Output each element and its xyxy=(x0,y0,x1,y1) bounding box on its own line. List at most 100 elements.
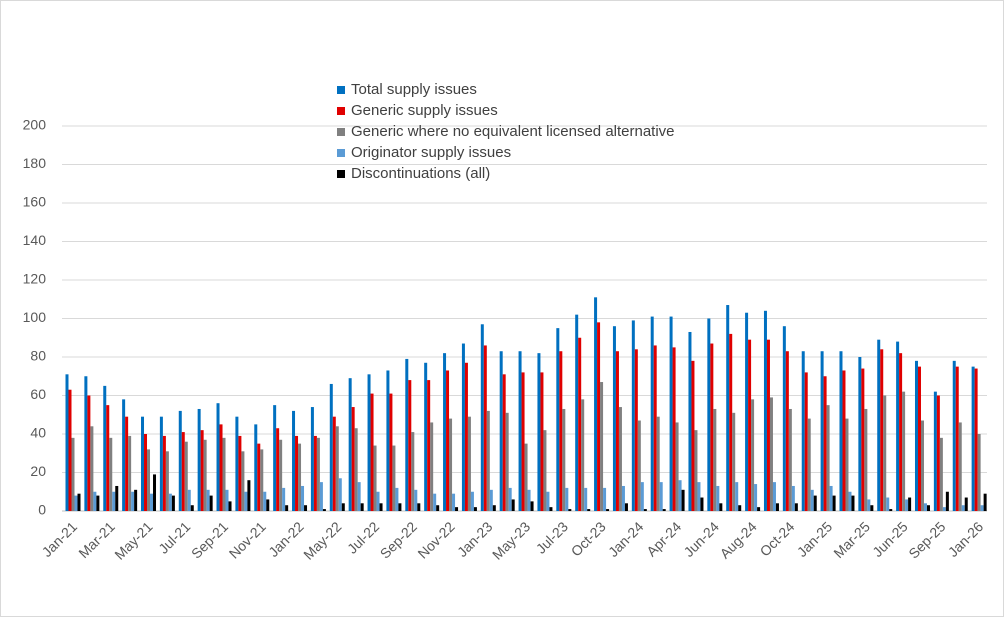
bar xyxy=(112,491,116,511)
bar xyxy=(357,482,361,511)
bar xyxy=(489,489,493,511)
bar xyxy=(732,412,736,511)
bar xyxy=(301,485,305,511)
bar xyxy=(408,380,412,511)
bar xyxy=(263,491,267,511)
bar xyxy=(624,503,628,511)
bar xyxy=(298,443,302,511)
legend-label: Generic supply issues xyxy=(351,102,498,119)
bar xyxy=(556,328,560,511)
bar xyxy=(452,493,456,511)
bar xyxy=(527,489,531,511)
bar xyxy=(373,445,377,511)
bar xyxy=(71,437,75,511)
bar xyxy=(543,430,547,511)
bar xyxy=(131,491,135,511)
bar xyxy=(688,331,692,511)
legend-label: Originator supply issues xyxy=(351,144,511,161)
bar xyxy=(398,503,402,511)
bar xyxy=(565,487,569,511)
bar xyxy=(751,399,755,511)
bar xyxy=(782,326,786,511)
bar xyxy=(470,491,474,511)
bar xyxy=(606,509,610,511)
bar xyxy=(181,432,185,511)
bar xyxy=(958,422,962,511)
bar xyxy=(568,509,572,511)
bar xyxy=(669,316,673,511)
bar xyxy=(640,482,644,511)
bar xyxy=(597,322,601,511)
bar xyxy=(726,305,730,511)
bar xyxy=(505,412,509,511)
bar xyxy=(367,374,371,511)
bar xyxy=(832,495,836,511)
bar xyxy=(920,420,924,511)
bar xyxy=(93,491,97,511)
bar xyxy=(433,493,437,511)
bar xyxy=(65,374,69,511)
bar xyxy=(530,501,534,511)
bar xyxy=(562,408,566,511)
legend-label: Generic where no equivalent licensed alt… xyxy=(351,123,675,140)
bar xyxy=(222,437,226,511)
bar xyxy=(332,416,336,511)
bar xyxy=(165,451,169,511)
bar xyxy=(612,326,616,511)
bar xyxy=(486,410,490,511)
bar xyxy=(414,489,418,511)
bar xyxy=(681,489,685,511)
bar xyxy=(974,368,978,511)
bar xyxy=(122,399,126,511)
y-tick-label: 80 xyxy=(30,348,46,364)
bar xyxy=(319,482,323,511)
bar xyxy=(405,358,409,511)
bar xyxy=(540,372,544,511)
bar xyxy=(738,505,742,511)
bar xyxy=(187,489,191,511)
bar xyxy=(707,318,711,511)
y-tick-label: 160 xyxy=(23,194,47,210)
bar xyxy=(464,362,468,511)
bar xyxy=(939,437,943,511)
bar xyxy=(427,380,431,511)
bar xyxy=(216,403,220,511)
bar xyxy=(96,495,100,511)
bar xyxy=(260,449,264,511)
bar xyxy=(810,489,814,511)
bar xyxy=(977,434,981,511)
bar xyxy=(84,376,88,511)
bar xyxy=(508,487,512,511)
bar xyxy=(691,360,695,511)
bar xyxy=(578,337,582,511)
bar xyxy=(886,497,890,511)
bar xyxy=(905,499,909,511)
bar xyxy=(395,487,399,511)
bar xyxy=(206,489,210,511)
bar xyxy=(162,435,166,511)
bar xyxy=(184,441,188,511)
bar xyxy=(467,416,471,511)
bar xyxy=(134,489,138,511)
bar xyxy=(745,312,749,511)
y-tick-label: 100 xyxy=(23,309,47,325)
bar xyxy=(631,320,635,511)
bar xyxy=(933,391,937,511)
bar xyxy=(225,489,229,511)
bar xyxy=(700,497,704,511)
bar xyxy=(443,353,447,511)
bar xyxy=(144,434,148,511)
bar xyxy=(880,349,884,511)
bar xyxy=(961,505,965,511)
bar xyxy=(748,339,752,511)
bar xyxy=(235,416,239,511)
bar xyxy=(147,449,151,511)
bar xyxy=(370,393,374,511)
bar xyxy=(697,482,701,511)
bar xyxy=(823,376,827,511)
bar xyxy=(502,374,506,511)
bar xyxy=(87,395,91,511)
bar xyxy=(971,366,975,511)
